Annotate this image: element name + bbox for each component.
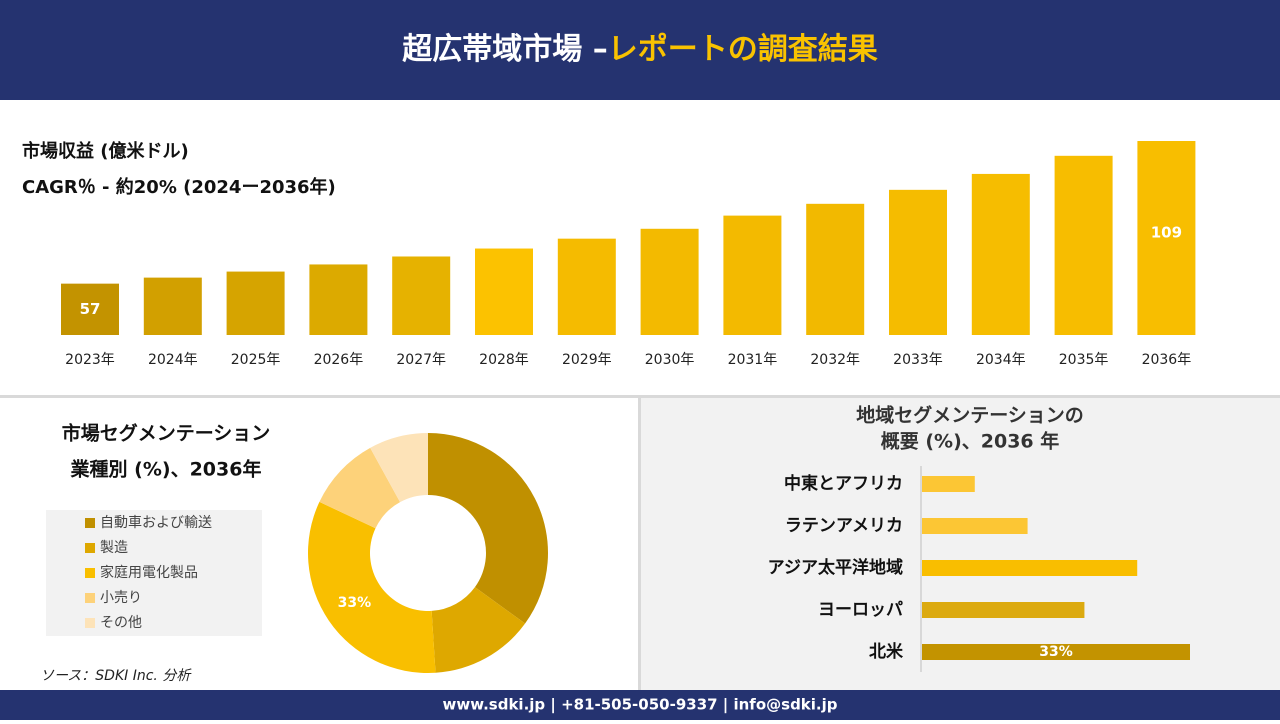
header-bar bbox=[0, 0, 1280, 100]
footer-bar bbox=[0, 690, 1280, 720]
x-tick-label: 2028年 bbox=[479, 352, 529, 368]
y-tick-label: ラテンアメリカ bbox=[785, 516, 903, 536]
bar bbox=[971, 173, 1030, 335]
x-tick-label: 2034年 bbox=[976, 352, 1026, 368]
x-tick-label: 2036年 bbox=[1142, 352, 1192, 368]
x-tick-label: 2033年 bbox=[893, 352, 943, 368]
x-tick-label: 2035年 bbox=[1059, 352, 1109, 368]
legend-label: 自動車および輸送 bbox=[100, 514, 212, 531]
bar bbox=[806, 203, 865, 335]
chart-title: 概要 (%)、2036 年 bbox=[881, 430, 1060, 453]
x-tick-label: 2026年 bbox=[314, 352, 364, 368]
source: ソース：SDKI Inc. 分析 bbox=[40, 668, 192, 684]
legend-box bbox=[46, 510, 262, 636]
chart-title: 市場セグメンテーション bbox=[62, 422, 271, 445]
bar bbox=[922, 602, 1085, 618]
x-tick-label: 2029年 bbox=[562, 352, 612, 368]
divider bbox=[638, 398, 641, 690]
legend-label: 製造 bbox=[100, 540, 128, 556]
legend-swatch bbox=[85, 593, 95, 603]
data-label: 33% bbox=[338, 595, 372, 611]
y-tick-label: アジア太平洋地域 bbox=[768, 557, 903, 578]
bar bbox=[143, 277, 202, 335]
donut-segment bbox=[370, 433, 428, 503]
legend-swatch bbox=[85, 518, 95, 528]
x-tick-label: 2027年 bbox=[396, 352, 446, 368]
divider bbox=[0, 395, 1280, 398]
bar bbox=[640, 228, 699, 335]
y-tick-label: ヨーロッパ bbox=[818, 600, 903, 620]
chart-title: 地域セグメンテーションの bbox=[856, 404, 1084, 427]
bar bbox=[1054, 155, 1113, 335]
bar bbox=[475, 248, 533, 335]
legend-label: 家庭用電化製品 bbox=[100, 564, 198, 581]
bar bbox=[889, 189, 947, 335]
bar bbox=[392, 256, 451, 335]
bar bbox=[309, 264, 368, 335]
chart-subtitle: CAGR％ - 約20% (2024ー2036年) bbox=[22, 176, 336, 198]
data-label: 109 bbox=[1151, 224, 1182, 242]
legend-swatch bbox=[85, 568, 95, 578]
donut-segment bbox=[428, 433, 548, 624]
data-label: 57 bbox=[80, 300, 101, 318]
x-tick-label: 2024年 bbox=[148, 352, 198, 368]
bar bbox=[226, 271, 285, 335]
right-panel bbox=[641, 398, 1280, 690]
data-label: 33% bbox=[1039, 644, 1073, 660]
bar bbox=[922, 518, 1028, 534]
bar bbox=[723, 215, 782, 335]
donut-segment bbox=[431, 587, 526, 673]
donut-segment bbox=[307, 501, 436, 673]
bar bbox=[557, 238, 616, 335]
legend-swatch bbox=[85, 543, 95, 553]
legend-label: その他 bbox=[100, 615, 142, 631]
bar bbox=[922, 476, 975, 492]
header-title: 超広帯域市場 –レポートの調査結果 bbox=[402, 32, 877, 67]
y-tick-label: 中東とアフリカ bbox=[784, 473, 903, 494]
bar bbox=[922, 644, 1190, 660]
x-tick-label: 2030年 bbox=[645, 352, 695, 368]
donut-segment bbox=[319, 447, 401, 529]
bar bbox=[922, 560, 1138, 576]
bar bbox=[1137, 141, 1196, 335]
title-part: レポートの調査結果 bbox=[608, 32, 878, 67]
y-tick-label: 北米 bbox=[869, 641, 904, 662]
bar bbox=[61, 283, 119, 335]
chart-title: 市場収益 (億米ドル) bbox=[22, 140, 189, 162]
footer-text: www.sdki.jp | +81-505-050-9337 | info@sd… bbox=[442, 696, 837, 715]
x-tick-label: 2032年 bbox=[810, 352, 860, 368]
title-part: 超広帯域市場 – bbox=[402, 32, 607, 67]
legend-label: 小売り bbox=[100, 590, 142, 606]
x-tick-label: 2025年 bbox=[231, 352, 281, 368]
chart-subtitle: 業種別 (%)、2036年 bbox=[70, 458, 262, 481]
legend-swatch bbox=[85, 618, 95, 628]
x-tick-label: 2023年 bbox=[65, 352, 115, 368]
x-tick-label: 2031年 bbox=[728, 352, 778, 368]
